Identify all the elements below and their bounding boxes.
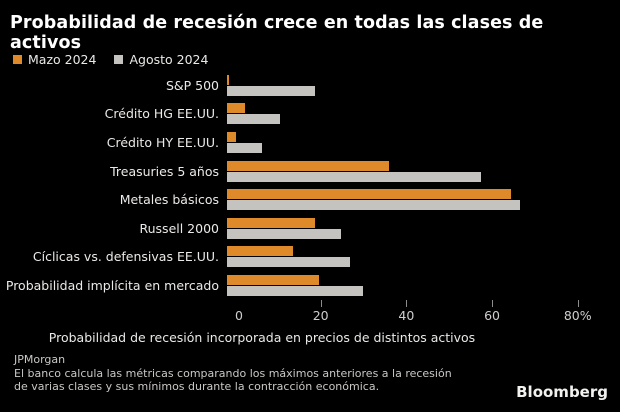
chart-legend: Mazo 2024 Agosto 2024: [13, 52, 208, 67]
category-label: Treasuries 5 años: [110, 163, 219, 179]
chart-row: Crédito HG EE.UU.: [0, 100, 612, 129]
chart-row: S&P 500: [0, 71, 612, 100]
plot-area: S&P 500 Crédito HG EE.UU. Crédito HY EE.UU…: [0, 71, 612, 300]
axis-tick: [406, 300, 408, 307]
bar-group: [227, 74, 612, 96]
chart-row: Treasuries 5 años: [0, 157, 612, 186]
axis-tick-label: 80%: [563, 308, 592, 323]
footnote: El banco calcula las métricas comparando…: [14, 367, 452, 393]
footnote-line: de varias clases y sus mínimos durante l…: [14, 380, 380, 393]
bar-group: [227, 189, 612, 211]
chart-row: Metales básicos: [0, 185, 612, 214]
legend-swatch-orange: [13, 55, 22, 64]
category-label: Crédito HG EE.UU.: [104, 106, 219, 122]
category-label: Metales básicos: [119, 192, 219, 208]
source-text: JPMorgan: [14, 353, 66, 366]
bar-group: [227, 131, 612, 153]
bar-agosto-2024: [227, 85, 315, 96]
bar-group: [227, 103, 612, 125]
chart-row: Probabilidad implícita en mercado: [0, 271, 612, 300]
bar-agosto-2024: [227, 114, 280, 125]
bloomberg-logo: Bloomberg: [516, 383, 608, 401]
bar-agosto-2024: [227, 228, 341, 239]
axis-tick-label: 40: [398, 308, 415, 323]
legend-item-agosto-2024: Agosto 2024: [114, 52, 208, 67]
footnote-line: El banco calcula las métricas comparando…: [14, 367, 452, 380]
bar-group: [227, 160, 612, 182]
legend-item-mazo-2024: Mazo 2024: [13, 52, 96, 67]
bar-agosto-2024: [227, 171, 481, 182]
bar-group: [227, 217, 612, 239]
chart-row: Russell 2000: [0, 214, 612, 243]
chart-title: Probabilidad de recesión crece en todas …: [10, 13, 544, 53]
axis-tick: [577, 300, 579, 307]
bar-mazo-2024: [227, 74, 230, 85]
bar-agosto-2024: [227, 285, 363, 296]
x-axis-title: Probabilidad de recesión incorporada en …: [48, 330, 476, 345]
bar-mazo-2024: [227, 274, 319, 285]
legend-swatch-gray: [114, 55, 124, 64]
bar-mazo-2024: [227, 189, 512, 200]
bar-group: [227, 246, 612, 268]
chart-row: Cíclicas vs. defensivas EE.UU.: [0, 243, 612, 272]
category-label: Russell 2000: [139, 220, 220, 236]
x-axis-tick-labels: 0 20 40 60 80%: [235, 308, 612, 323]
bar-mazo-2024: [227, 217, 315, 228]
category-label: Probabilidad implícita en mercado: [5, 277, 219, 293]
legend-label: Mazo 2024: [28, 52, 97, 67]
bar-mazo-2024: [227, 131, 236, 142]
category-label: S&P 500: [165, 77, 219, 93]
axis-tick: [320, 300, 322, 307]
bar-mazo-2024: [227, 103, 245, 114]
chart-row: Crédito HY EE.UU.: [0, 128, 612, 157]
bar-agosto-2024: [227, 142, 262, 153]
bar-mazo-2024: [227, 246, 293, 257]
category-label: Cíclicas vs. defensivas EE.UU.: [32, 249, 219, 265]
bar-mazo-2024: [227, 160, 389, 171]
legend-label: Agosto 2024: [129, 52, 209, 67]
category-label: Crédito HY EE.UU.: [106, 134, 219, 150]
axis-tick-label: 20: [312, 308, 329, 323]
bar-agosto-2024: [227, 257, 350, 268]
bar-group: [227, 274, 612, 296]
bar-agosto-2024: [227, 200, 521, 211]
axis-tick-label: 0: [235, 308, 243, 323]
axis-tick: [492, 300, 494, 307]
axis-tick-label: 60: [484, 308, 500, 323]
x-axis: [235, 300, 612, 308]
